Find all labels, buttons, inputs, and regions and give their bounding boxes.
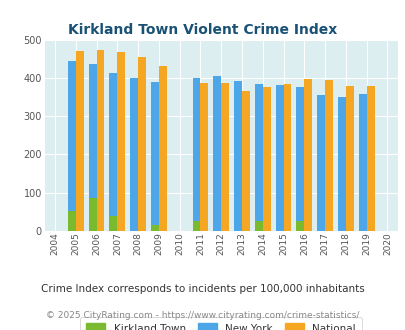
Text: Crime Index corresponds to incidents per 100,000 inhabitants: Crime Index corresponds to incidents per… [41, 284, 364, 294]
Bar [304, 79, 311, 231]
Bar [283, 84, 291, 231]
Bar [221, 83, 228, 231]
Bar [151, 82, 158, 231]
Bar [88, 198, 96, 231]
Bar [109, 216, 117, 231]
Bar [151, 225, 158, 231]
Bar [234, 81, 241, 231]
Bar [200, 83, 208, 231]
Bar [324, 80, 332, 231]
Bar [337, 97, 345, 231]
Bar [88, 64, 96, 231]
Bar [254, 221, 262, 231]
Bar [109, 73, 117, 231]
Bar [262, 87, 270, 231]
Bar [358, 94, 366, 231]
Bar [241, 90, 249, 231]
Bar [366, 85, 374, 231]
Bar [316, 95, 324, 231]
Bar [192, 221, 200, 231]
Text: Kirkland Town Violent Crime Index: Kirkland Town Violent Crime Index [68, 23, 337, 37]
Bar [213, 76, 221, 231]
Bar [130, 78, 138, 231]
Bar [296, 221, 304, 231]
Bar [138, 57, 146, 231]
Legend: Kirkland Town, New York, National: Kirkland Town, New York, National [80, 316, 361, 330]
Bar [68, 61, 76, 231]
Text: © 2025 CityRating.com - https://www.cityrating.com/crime-statistics/: © 2025 CityRating.com - https://www.city… [46, 312, 359, 320]
Bar [158, 66, 166, 231]
Bar [117, 52, 125, 231]
Bar [96, 50, 104, 231]
Bar [76, 51, 83, 231]
Bar [68, 211, 76, 231]
Bar [275, 85, 283, 231]
Bar [296, 87, 304, 231]
Bar [254, 84, 262, 231]
Bar [345, 85, 353, 231]
Bar [192, 78, 200, 231]
